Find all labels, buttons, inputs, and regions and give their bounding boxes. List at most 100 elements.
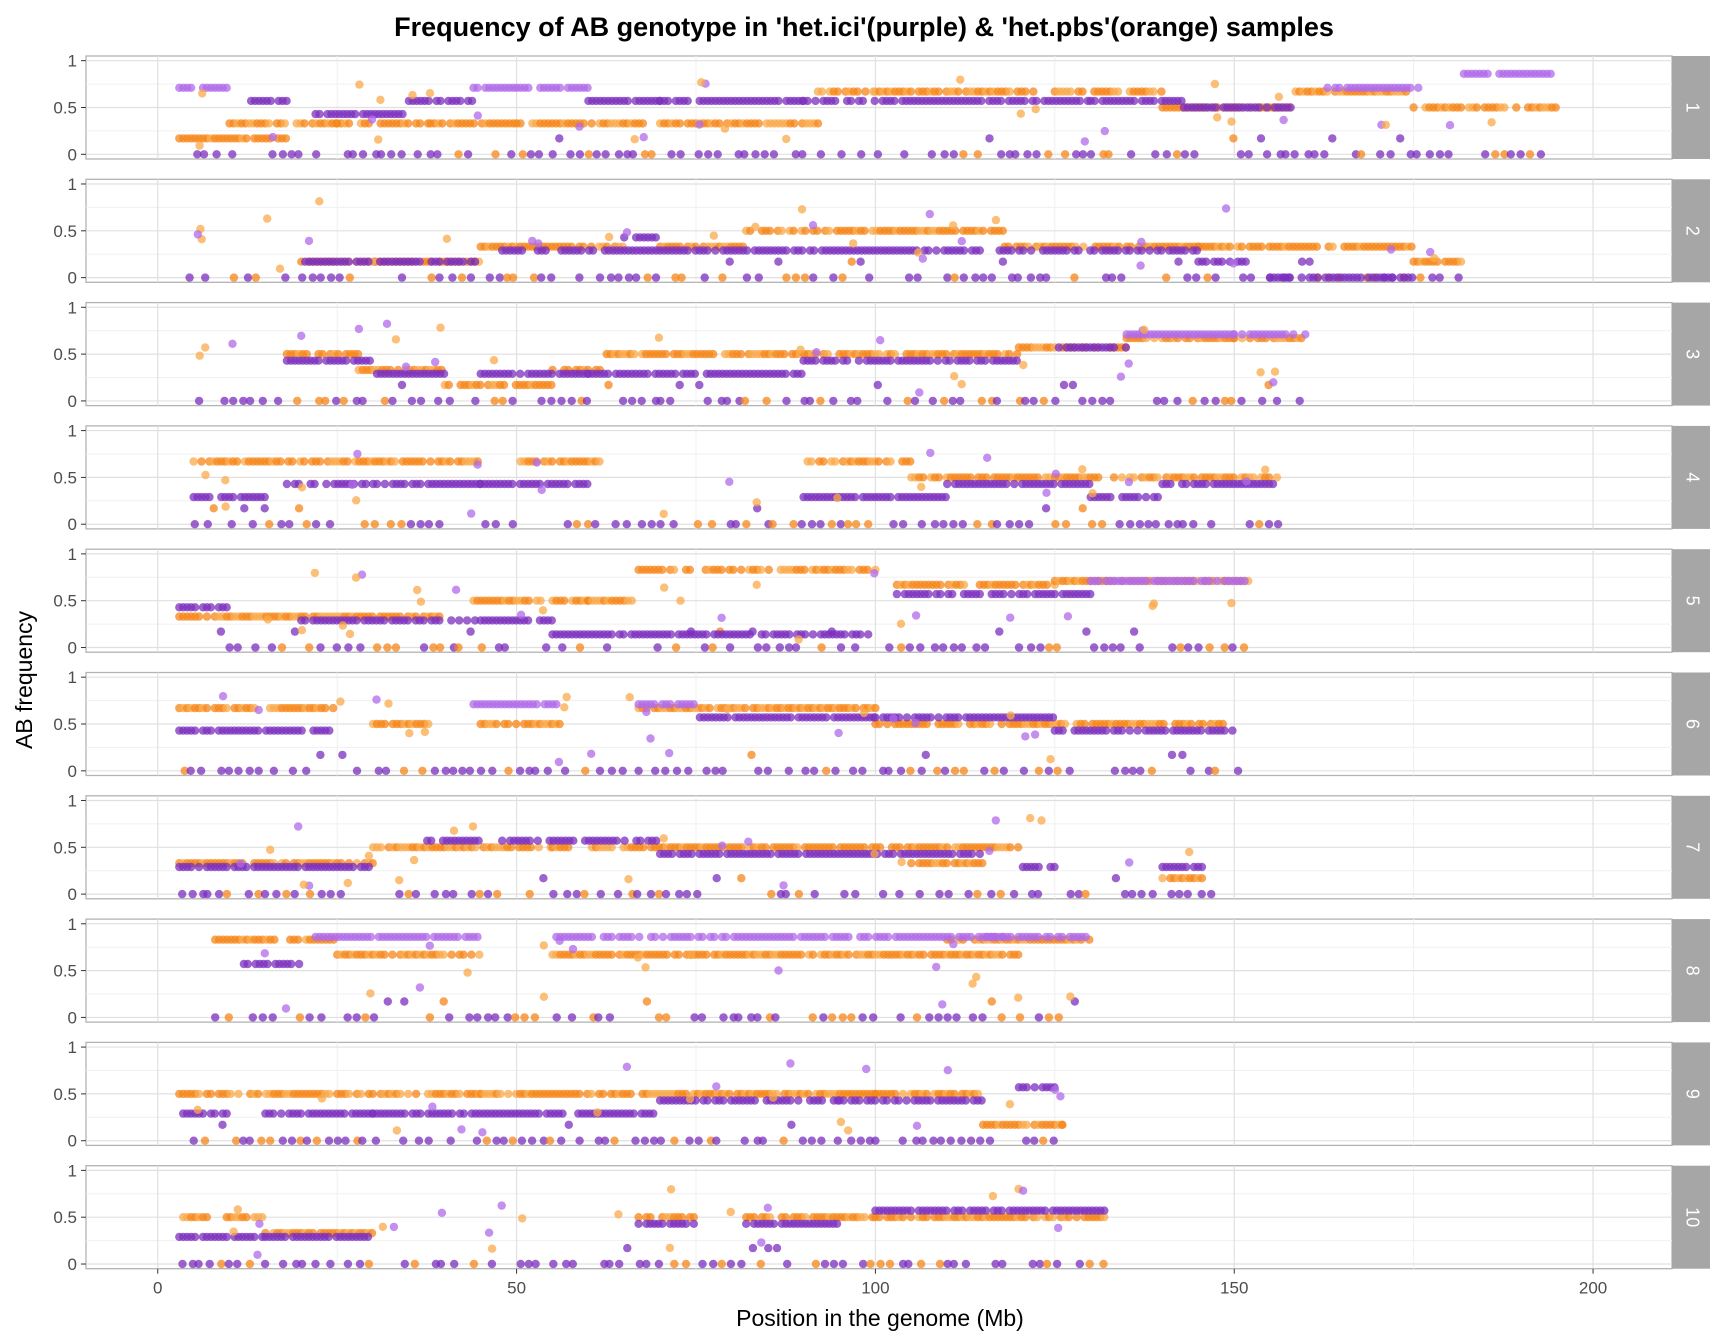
het-pbs-point — [875, 719, 884, 729]
het-ici-point — [547, 369, 556, 378]
het-ici-point — [415, 257, 424, 266]
het-pbs-point — [796, 345, 805, 354]
het-ici-point — [476, 766, 486, 775]
het-ici-point — [1295, 396, 1304, 406]
facet-strip-label: 8 — [1682, 966, 1702, 976]
het-pbs-point — [299, 880, 308, 889]
het-ici-point — [397, 150, 406, 159]
het-pbs-point — [302, 520, 311, 529]
het-ici-point — [1100, 126, 1110, 136]
het-ici-point — [797, 369, 806, 378]
het-ici-point — [687, 849, 696, 859]
het-pbs-point — [391, 335, 401, 344]
het-pbs-point — [317, 1094, 327, 1103]
het-ici-point — [1211, 273, 1220, 282]
het-ici-point — [587, 932, 597, 942]
het-ici-point — [564, 1120, 573, 1130]
het-pbs-point — [1274, 92, 1284, 102]
het-ici-point — [858, 96, 868, 106]
het-pbs-point — [315, 396, 324, 406]
het-ici-point — [784, 766, 793, 775]
het-ici-point — [233, 643, 242, 652]
het-ici-point — [1124, 359, 1133, 368]
het-ici-point — [911, 718, 920, 728]
het-ici-point — [1129, 627, 1139, 636]
het-ici-point — [1021, 732, 1030, 741]
het-ici-point — [725, 257, 734, 266]
het-ici-point — [228, 150, 237, 159]
het-ici-point — [1189, 576, 1198, 586]
het-ici-point — [324, 1136, 334, 1145]
het-pbs-point — [1157, 87, 1166, 96]
het-ici-point — [582, 396, 592, 406]
het-ici-point — [269, 766, 279, 775]
het-ici-point — [633, 889, 642, 899]
het-ici-point — [1177, 96, 1186, 106]
het-ici-point — [1175, 889, 1184, 899]
het-ici-point — [966, 1136, 976, 1145]
het-ici-point — [508, 520, 517, 529]
het-pbs-point — [939, 396, 949, 406]
het-pbs-point — [998, 950, 1007, 959]
het-ici-point — [1212, 576, 1222, 586]
het-pbs-point — [399, 766, 409, 775]
het-ici-point — [341, 356, 351, 365]
het-ici-point — [871, 713, 880, 722]
het-ici-point — [1049, 479, 1058, 489]
het-pbs-point — [338, 621, 348, 630]
het-ici-point — [533, 836, 542, 845]
het-pbs-point — [1117, 473, 1127, 482]
het-pbs-point — [708, 643, 717, 652]
het-ici-point — [995, 627, 1004, 636]
het-ici-point — [930, 520, 940, 529]
het-ici-point — [966, 932, 976, 942]
het-ici-point — [607, 932, 616, 942]
het-ici-point — [779, 881, 788, 890]
het-ici-point — [649, 1109, 658, 1118]
het-pbs-point — [254, 889, 263, 899]
het-ici-point — [1026, 643, 1036, 652]
y-tick-label: 1 — [68, 668, 77, 687]
het-ici-point — [717, 613, 726, 622]
facet-panel-8: 00.518 — [53, 915, 1710, 1027]
het-ici-point — [1167, 750, 1177, 760]
het-ici-point — [285, 520, 294, 529]
het-ici-point — [316, 643, 325, 652]
het-ici-point — [971, 273, 980, 282]
het-ici-point — [1034, 1013, 1044, 1022]
het-ici-point — [690, 369, 700, 378]
het-ici-point — [244, 889, 253, 899]
het-ici-point — [1483, 69, 1492, 79]
het-ici-point — [537, 273, 546, 282]
het-ici-point — [1207, 889, 1216, 899]
het-ici-point — [1078, 150, 1088, 159]
y-tick-label: 0 — [68, 1132, 77, 1151]
het-ici-point — [1101, 273, 1111, 282]
het-ici-point — [296, 1109, 306, 1118]
het-pbs-point — [987, 997, 996, 1006]
het-pbs-point — [1016, 109, 1025, 118]
het-ici-point — [426, 150, 435, 159]
het-ici-point — [656, 1136, 665, 1145]
het-ici-point — [554, 757, 564, 767]
het-ici-point — [1481, 150, 1490, 159]
het-pbs-point — [529, 273, 539, 282]
het-ici-point — [1094, 576, 1103, 586]
het-ici-point — [870, 96, 879, 106]
het-pbs-point — [471, 843, 480, 852]
het-ici-point — [809, 766, 819, 775]
het-ici-point — [957, 1136, 966, 1145]
het-ici-point — [1149, 96, 1159, 106]
het-ici-point — [612, 836, 621, 845]
het-ici-point — [498, 836, 507, 845]
het-pbs-point — [819, 457, 828, 466]
het-ici-point — [1034, 932, 1043, 942]
het-ici-point — [1233, 766, 1243, 775]
het-ici-point — [1125, 858, 1134, 867]
het-ici-point — [430, 889, 439, 899]
het-ici-point — [239, 1136, 248, 1145]
het-pbs-point — [752, 498, 761, 507]
het-ici-point — [245, 1136, 254, 1145]
het-pbs-point — [639, 843, 648, 852]
het-pbs-point — [524, 596, 533, 605]
